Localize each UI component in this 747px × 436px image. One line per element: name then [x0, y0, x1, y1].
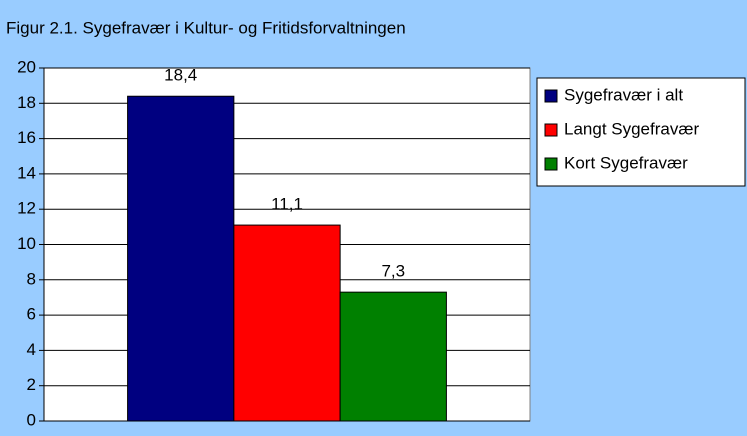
- legend-swatch: [544, 89, 558, 103]
- chart-title: Figur 2.1. Sygefravær i Kultur- og Friti…: [6, 18, 406, 37]
- legend-label: Sygefravær i alt: [564, 85, 683, 104]
- legend-swatch: [544, 157, 558, 171]
- y-tick-label: 14: [17, 163, 36, 182]
- value-label: 7,3: [381, 262, 405, 281]
- y-tick-label: 12: [17, 199, 36, 218]
- y-tick-label: 6: [27, 305, 36, 324]
- y-tick-label: 18: [17, 93, 36, 112]
- y-tick-label: 8: [27, 269, 36, 288]
- legend-label: Langt Sygefravær: [564, 119, 699, 138]
- y-tick-label: 16: [17, 128, 36, 147]
- legend-label: Kort Sygefravær: [564, 153, 688, 172]
- y-tick-label: 20: [17, 57, 36, 76]
- bar: [127, 95, 235, 422]
- bar: [233, 224, 341, 422]
- y-tick-label: 4: [27, 340, 36, 359]
- y-tick-label: 10: [17, 234, 36, 253]
- bar: [339, 291, 447, 422]
- y-tick-label: 0: [27, 410, 36, 429]
- value-label: 11,1: [271, 195, 303, 214]
- value-label: 18,4: [164, 66, 197, 85]
- legend-swatch: [544, 123, 558, 137]
- legend: [536, 77, 746, 187]
- y-tick-label: 2: [27, 375, 36, 394]
